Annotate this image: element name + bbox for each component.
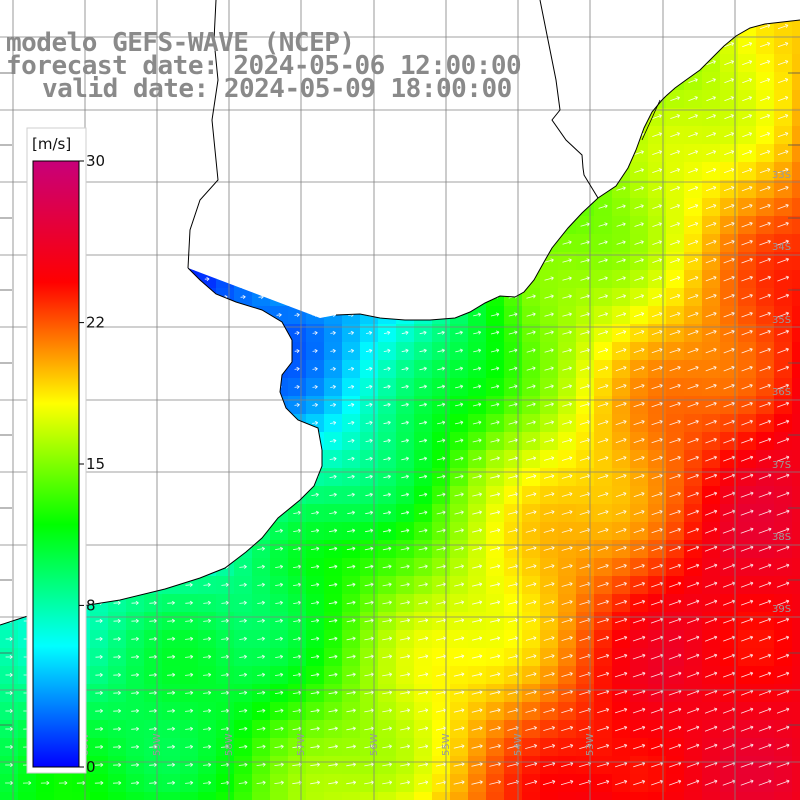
lon-label: 57W <box>296 733 307 756</box>
title-forecast-date: forecast date: 2024-05-06 12:00:00 <box>6 51 522 81</box>
lat-label: 39S <box>772 604 791 615</box>
lat-label: 35S <box>772 315 791 326</box>
colorbar-tick-label: 15 <box>86 455 105 473</box>
title-valid-date: valid date: 2024-05-09 18:00:00 <box>42 74 512 104</box>
lon-label: 53W <box>585 733 596 756</box>
lon-label: 58W <box>224 733 235 756</box>
lat-label: 38S <box>772 532 791 543</box>
latitude-labels: 33S 34S 35S 36S 37S 38S 39S <box>772 170 791 615</box>
lon-label: 55W <box>441 733 452 756</box>
coastline <box>0 0 800 626</box>
lat-label: 37S <box>772 460 791 471</box>
colorbar: [m/s] 30 22 15 8 0 <box>26 127 105 776</box>
colorbar-tick-label: 8 <box>86 596 96 614</box>
colorbar-tick-label: 22 <box>86 314 105 332</box>
colorbar-ramp <box>32 160 80 768</box>
lon-label: 56W <box>369 733 380 756</box>
lat-label: 36S <box>772 387 791 398</box>
title-model: modelo GEFS-WAVE (NCEP) <box>6 28 355 58</box>
colorbar-tick-label: 0 <box>86 758 96 776</box>
colorbar-unit: [m/s] <box>32 135 71 153</box>
lat-label: 34S <box>772 242 791 253</box>
lon-label: 59W <box>152 733 163 756</box>
lat-label: 33S <box>772 170 791 181</box>
lon-label: 54W <box>513 733 524 756</box>
colorbar-tick-label: 30 <box>86 152 105 170</box>
